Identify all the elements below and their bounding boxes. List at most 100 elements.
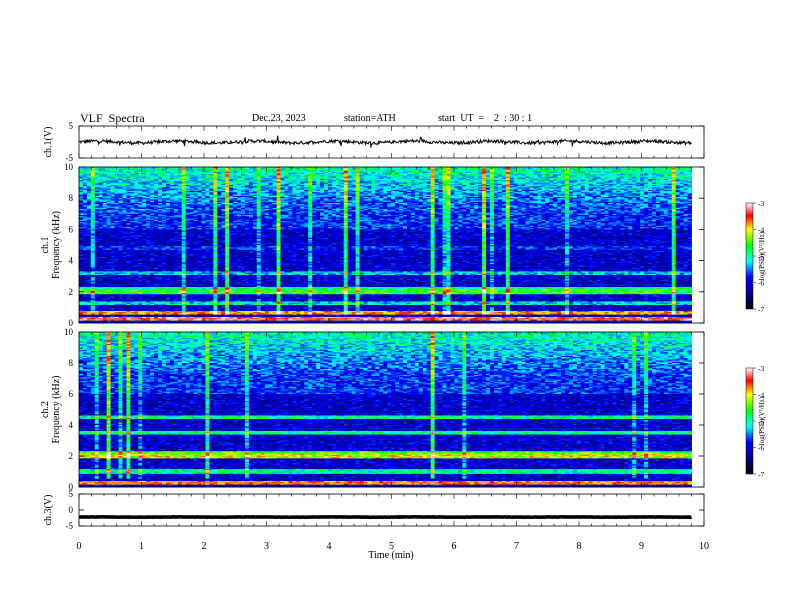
spectrogram-cell xyxy=(158,179,163,181)
spectrogram-cell xyxy=(414,179,420,181)
spectrogram-cell xyxy=(304,174,309,176)
spectrogram-cell xyxy=(608,169,613,171)
spectrogram-cell xyxy=(280,173,285,175)
spectrogram-cell xyxy=(395,179,400,181)
spectrogram-cell xyxy=(572,169,578,171)
spectrogram-cell xyxy=(403,169,408,171)
spectrogram-cell xyxy=(248,169,254,171)
spectrogram-cell xyxy=(331,179,337,181)
spectrogram-cell xyxy=(430,180,436,182)
spectrogram-cell xyxy=(312,176,317,179)
spectrogram-cell xyxy=(292,175,297,177)
spectrogram-cell xyxy=(280,168,285,170)
spectrogram-cell xyxy=(288,180,293,182)
spectrogram-cell xyxy=(280,174,285,176)
spectrogram-cell xyxy=(640,170,645,173)
spectrogram-cell xyxy=(79,173,84,175)
spectrogram-cell xyxy=(185,170,191,173)
spectrogram-cell xyxy=(118,170,123,173)
spectrogram-cell xyxy=(114,170,119,173)
spectrogram-cell xyxy=(94,169,100,171)
spectrogram-cell xyxy=(501,174,507,176)
spectrogram-cell xyxy=(327,180,333,182)
spectrogram-cell xyxy=(209,170,214,173)
spectrogram-cell xyxy=(410,176,416,179)
spectrogram-cell xyxy=(248,170,254,173)
spectrogram-cell xyxy=(533,174,538,176)
spectrogram-cell xyxy=(217,171,222,174)
spectrogram-cell xyxy=(308,168,313,170)
spectrogram-cell xyxy=(229,167,234,169)
spectrogram-cell xyxy=(331,167,337,169)
spectrogram-cell xyxy=(387,177,392,180)
spectrogram-cell xyxy=(197,177,202,180)
spectrogram-cell xyxy=(513,176,519,179)
spectrogram-cell xyxy=(154,167,159,169)
spectrogram-cell xyxy=(82,169,88,171)
start-time-label: start UT = 2 : 30 : 1 xyxy=(438,113,532,124)
spectrogram-cell xyxy=(612,167,617,169)
spectrogram-cell xyxy=(545,169,550,171)
spectrogram-cell xyxy=(537,174,542,176)
spectrogram-cell xyxy=(292,174,297,176)
spectrogram-cell xyxy=(565,170,570,173)
spectrogram-cell xyxy=(505,170,511,173)
spectrogram-cell xyxy=(442,174,447,176)
spectrogram-cell xyxy=(233,167,238,169)
spectrogram-cell xyxy=(347,176,353,179)
spectrogram-cell xyxy=(557,174,562,176)
spectrogram-cell xyxy=(324,167,329,169)
spectrogram-cell xyxy=(489,169,495,171)
spectrogram-cell xyxy=(545,180,550,182)
spectrogram-cell xyxy=(517,177,522,180)
spectrogram-cell xyxy=(592,170,598,173)
spectrogram-cell xyxy=(142,167,147,169)
spectrogram-cell xyxy=(553,173,558,175)
spectrogram-cell xyxy=(138,176,143,179)
spectrogram-cell xyxy=(233,180,238,182)
spectrogram-cell xyxy=(126,174,131,176)
spectrogram-cell xyxy=(501,177,507,180)
spectrogram-cell xyxy=(414,177,420,180)
spectrogram-cell xyxy=(339,173,345,175)
spectrogram-cell xyxy=(391,180,396,182)
spectrogram-cell xyxy=(217,177,222,180)
spectrogram-cell xyxy=(545,176,550,179)
spectrogram-cell xyxy=(82,180,88,182)
spectrogram-cell xyxy=(79,167,84,169)
spectrogram-cell xyxy=(347,170,353,173)
spectrogram-cell xyxy=(628,173,633,175)
spectrogram-cell xyxy=(316,179,321,181)
spectrogram-cell xyxy=(241,175,246,177)
spectrogram-cell xyxy=(335,173,341,175)
spectrogram-cell xyxy=(260,173,266,175)
spectrogram-cell xyxy=(584,167,590,169)
spectrogram-cell xyxy=(225,173,230,175)
spectrogram-cell xyxy=(221,175,226,177)
spectrogram-cell xyxy=(130,173,135,175)
spectrogram-cell xyxy=(584,170,590,173)
spectrogram-cell xyxy=(592,176,598,179)
spectrogram-cell xyxy=(612,168,617,170)
spectrogram-cell xyxy=(438,171,443,174)
spectrogram-cell xyxy=(284,168,289,170)
spectrogram-cell xyxy=(675,176,681,179)
spectrogram-cell xyxy=(541,174,546,176)
spectrogram-cell xyxy=(644,170,649,173)
spectrogram-cell xyxy=(79,174,84,176)
spectrogram-cell xyxy=(304,175,309,177)
spectrogram-cell xyxy=(493,176,499,179)
spectrogram-cell xyxy=(272,179,277,181)
spectrogram-cell xyxy=(426,175,432,177)
spectrogram-cell xyxy=(505,167,511,169)
spectrogram-cell xyxy=(363,171,368,174)
spectrogram-cell xyxy=(260,174,266,176)
spectrogram-cell xyxy=(177,171,183,174)
spectrogram-cell xyxy=(288,171,293,174)
spectrogram-cell xyxy=(557,168,562,170)
spectrogram-cell xyxy=(324,168,329,170)
spectrogram-cell xyxy=(458,169,463,171)
spectrogram-cell xyxy=(150,169,155,171)
spectrogram-cell xyxy=(517,169,522,171)
